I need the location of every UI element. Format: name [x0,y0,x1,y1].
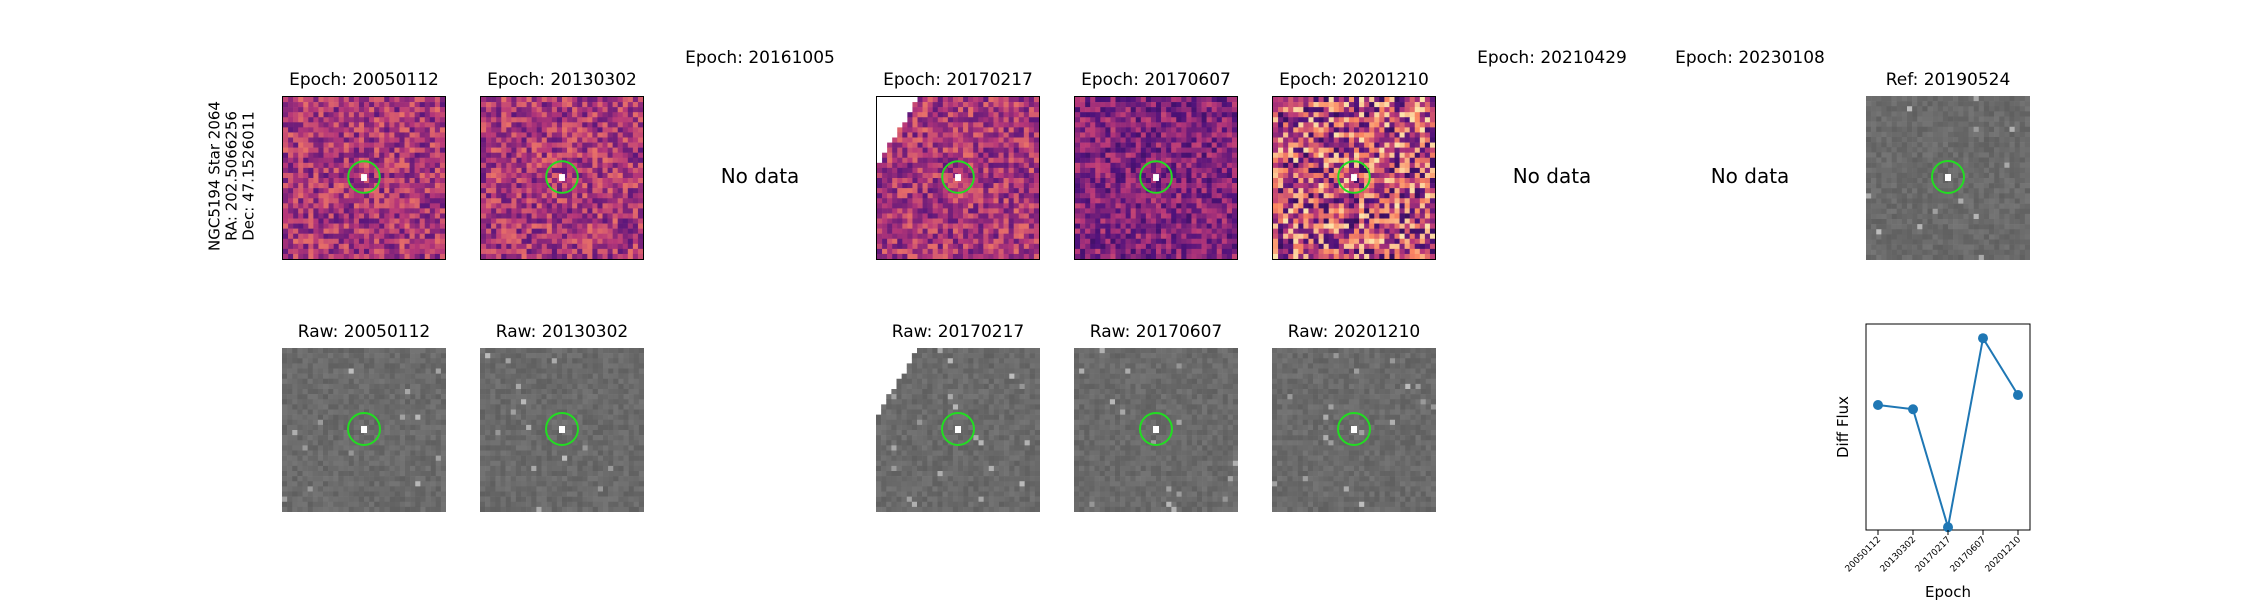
epoch-title: Epoch: 20161005 [685,48,835,68]
no-data-label: No data [720,164,800,188]
raw-image [1272,348,1436,512]
source-pixel [1351,426,1357,433]
source-pixel [1153,174,1159,181]
source-pixel [361,426,367,433]
epoch-title: Epoch: 20170217 [883,70,1033,90]
diff-image [876,96,1040,260]
raw-title: Raw: 20050112 [297,322,431,342]
star-info: NGC5194 Star 2064 RA: 202.5066256 Dec: 4… [205,101,258,251]
star-dec: Dec: 47.1526011 [239,111,258,241]
epoch-title: Epoch: 20050112 [289,70,439,90]
aperture-circle [545,412,579,446]
epoch-title: Epoch: 20201210 [1279,70,1429,90]
x-tick-label: 20050112 [1844,535,1883,574]
star-name: NGC5194 Star 2064 [205,101,224,251]
diff-image [282,96,446,260]
no-data-label: No data [1512,164,1592,188]
raw-image [282,348,446,512]
no-data-label: No data [1710,164,1790,188]
source-pixel [955,426,961,433]
star-ra: RA: 202.5066256 [222,111,241,241]
diff-image [1272,96,1436,260]
epoch-title: Epoch: 20230108 [1675,48,1825,68]
plot-frame [1865,323,2031,531]
raw-image [876,348,1040,512]
source-pixel [1153,426,1159,433]
aperture-circle [1337,412,1371,446]
diff-image [480,96,644,260]
aperture-circle [941,160,975,194]
raw-title: Raw: 20201210 [1287,322,1421,342]
aperture-circle [1139,412,1173,446]
source-pixel [559,174,565,181]
epoch-title: Epoch: 20130302 [487,70,637,90]
aperture-circle [545,160,579,194]
aperture-circle [347,160,381,194]
data-point [1943,522,1953,533]
raw-image [1074,348,1238,512]
aperture-circle [941,412,975,446]
diff-flux-chart: 2005011220130302201702172017060720201210… [1834,323,2031,600]
source-pixel [955,174,961,181]
reference-image [1866,96,2030,260]
source-pixel [1351,174,1357,181]
raw-title: Raw: 20170217 [891,322,1025,342]
aperture-circle [1337,160,1371,194]
reference-title: Ref: 20190524 [1885,70,2011,90]
data-point [2013,390,2023,401]
data-point [1873,399,1883,410]
raw-title: Raw: 20170607 [1089,322,1223,342]
x-axis-label: Epoch [1925,583,1971,600]
series-line [1877,335,2019,528]
source-pixel [1945,174,1951,181]
aperture-circle [347,412,381,446]
aperture-circle [1139,160,1173,194]
epoch-title: Epoch: 20210429 [1477,48,1627,68]
x-tick-label: 20170607 [1949,535,1988,574]
raw-image [480,348,644,512]
diff-image [1074,96,1238,260]
source-pixel [559,426,565,433]
epoch-title: Epoch: 20170607 [1081,70,1231,90]
source-pixel [361,174,367,181]
x-tick-label: 20170217 [1914,535,1953,574]
x-tick-label: 20201210 [1984,535,2024,575]
data-point [1908,404,1918,415]
raw-title: Raw: 20130302 [495,322,629,342]
x-tick-label: 20130302 [1879,535,1918,574]
aperture-circle [1931,160,1965,194]
y-axis-label: Diff Flux [1834,396,1852,458]
data-point [1978,333,1988,344]
